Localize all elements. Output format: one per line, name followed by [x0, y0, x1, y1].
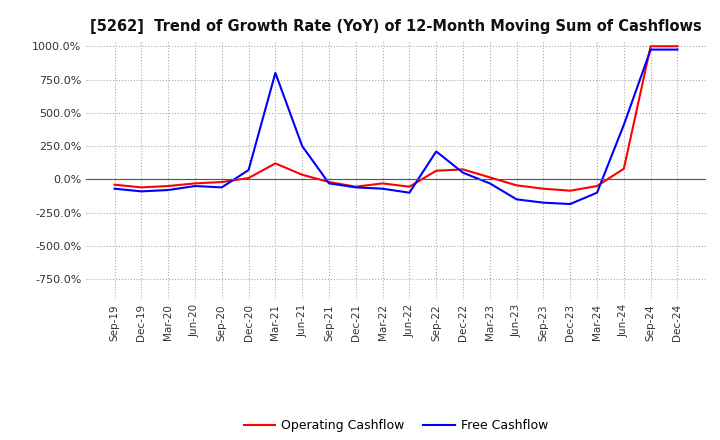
Operating Cashflow [137, 185, 145, 190]
Free Cashflow [539, 200, 548, 205]
Operating Cashflow [298, 172, 307, 177]
Operating Cashflow [432, 168, 441, 173]
Free Cashflow [459, 170, 467, 176]
Operating Cashflow [351, 184, 360, 189]
Free Cashflow [191, 183, 199, 189]
Free Cashflow [298, 143, 307, 149]
Free Cashflow [244, 168, 253, 173]
Free Cashflow [513, 197, 521, 202]
Free Cashflow [619, 122, 628, 128]
Operating Cashflow [271, 161, 279, 166]
Free Cashflow [164, 187, 173, 193]
Operating Cashflow [539, 186, 548, 191]
Free Cashflow [378, 186, 387, 191]
Operating Cashflow [459, 167, 467, 172]
Free Cashflow [137, 189, 145, 194]
Free Cashflow [647, 47, 655, 52]
Line: Free Cashflow: Free Cashflow [114, 50, 678, 204]
Free Cashflow [271, 70, 279, 76]
Operating Cashflow [164, 183, 173, 189]
Free Cashflow [351, 185, 360, 190]
Free Cashflow [325, 181, 333, 186]
Free Cashflow [110, 186, 119, 191]
Free Cashflow [593, 190, 601, 195]
Free Cashflow [485, 181, 494, 186]
Operating Cashflow [673, 44, 682, 49]
Free Cashflow [673, 47, 682, 52]
Operating Cashflow [566, 188, 575, 193]
Free Cashflow [432, 149, 441, 154]
Operating Cashflow [513, 183, 521, 188]
Title: [5262]  Trend of Growth Rate (YoY) of 12-Month Moving Sum of Cashflows: [5262] Trend of Growth Rate (YoY) of 12-… [90, 19, 702, 34]
Operating Cashflow [485, 175, 494, 180]
Operating Cashflow [405, 184, 414, 189]
Operating Cashflow [619, 166, 628, 171]
Operating Cashflow [378, 181, 387, 186]
Operating Cashflow [593, 183, 601, 189]
Operating Cashflow [244, 176, 253, 181]
Operating Cashflow [647, 44, 655, 49]
Operating Cashflow [191, 181, 199, 186]
Free Cashflow [566, 202, 575, 207]
Operating Cashflow [325, 180, 333, 185]
Operating Cashflow [110, 182, 119, 187]
Legend: Operating Cashflow, Free Cashflow: Operating Cashflow, Free Cashflow [239, 414, 553, 437]
Operating Cashflow [217, 180, 226, 185]
Free Cashflow [217, 185, 226, 190]
Line: Operating Cashflow: Operating Cashflow [114, 46, 678, 191]
Free Cashflow [405, 190, 414, 195]
